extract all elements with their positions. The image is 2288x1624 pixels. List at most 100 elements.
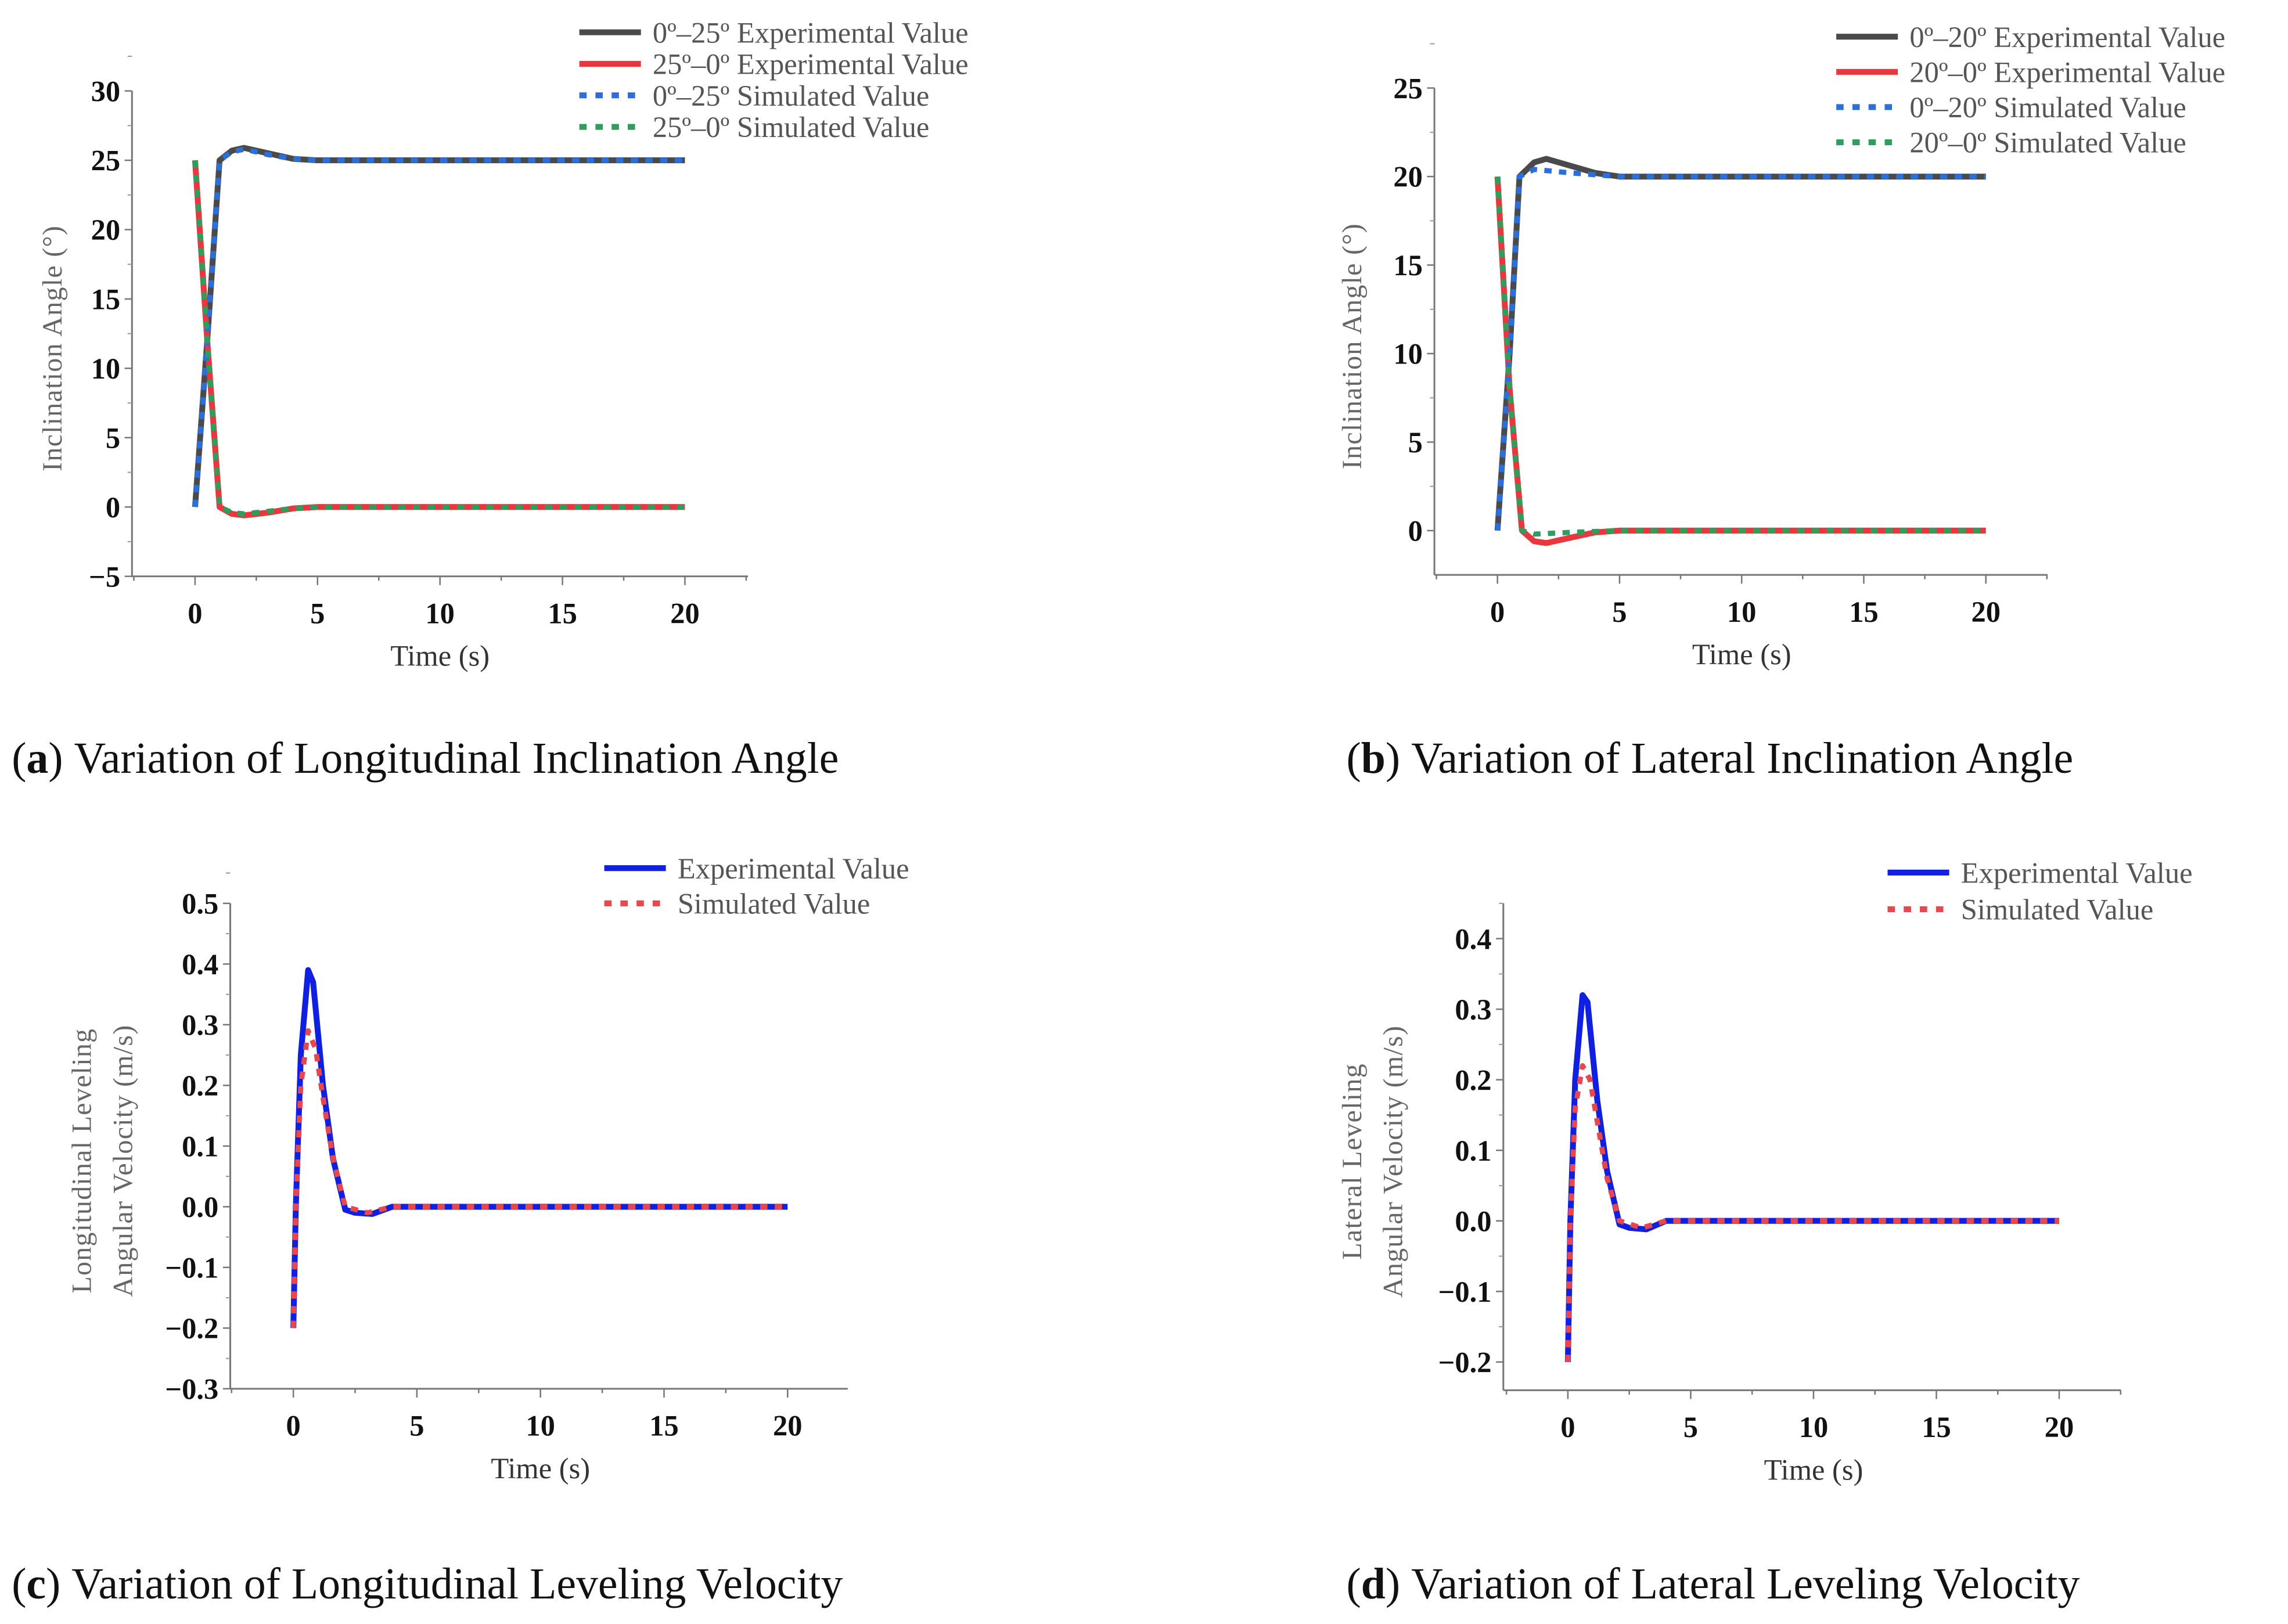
series-line-1	[192, 160, 685, 518]
y-tick-label: 20	[91, 214, 121, 246]
y-tick-label: 20	[1393, 161, 1423, 193]
y-tick-label: 10	[91, 352, 121, 385]
caption-text: Variation of Longitudinal Inclination An…	[74, 734, 839, 783]
caption-paren: (	[12, 734, 26, 783]
x-tick-label: 10	[1727, 596, 1757, 628]
x-tick-label: 0	[188, 597, 202, 629]
y-axis-title: Inclination Angle (°)	[1337, 223, 1368, 469]
legend-label: 0º–20º Simulated Value	[1909, 91, 2186, 124]
caption-paren: )	[1386, 1560, 1411, 1608]
y-tick-label: 0.3	[1455, 993, 1491, 1026]
legend-label: 20º–0º Simulated Value	[1909, 127, 2186, 159]
caption-paren: (	[1347, 1560, 1361, 1608]
x-tick-label: 5	[1612, 596, 1627, 628]
x-tick-label: 10	[425, 597, 455, 629]
y-tick-label: 0.0	[182, 1191, 218, 1223]
caption-paren: )	[46, 1560, 71, 1608]
legend-label: Simulated Value	[1961, 894, 2153, 926]
chart-panel-d: −0.2 −0.1 0.0 0.1 0.2 0.3 0.4 0 5 10 15 20 Time (s) L…	[1337, 856, 2193, 1608]
y-axis-title: Angular Velocity (m/s)	[107, 1024, 138, 1297]
caption-paren: (	[12, 1560, 26, 1608]
legend-label: 0º–25º Experimental Value	[653, 16, 969, 49]
x-tick-label: 5	[1683, 1411, 1698, 1443]
y-tick-label: 0.5	[182, 888, 218, 920]
series-line-2	[192, 146, 685, 507]
y-tick-label: 0.1	[1455, 1135, 1491, 1167]
y-tick-label: 0	[106, 491, 120, 524]
y-tick-label: 30	[91, 75, 121, 107]
y-axis-title: Inclination Angle (°)	[37, 225, 68, 471]
y-tick-label: −0.1	[1438, 1276, 1492, 1308]
y-tick-label: 0.4	[182, 948, 218, 981]
y-tick-label: −5	[89, 560, 120, 593]
x-tick-label: 10	[526, 1410, 555, 1442]
y-tick-label: 0.4	[1455, 923, 1491, 955]
series-line-0	[290, 967, 788, 1328]
x-tick-label: 0	[1490, 596, 1505, 628]
x-tick-label: 0	[1560, 1411, 1575, 1443]
panel-caption: (b) Variation of Lateral Inclination Ang…	[1347, 734, 2074, 783]
series-line-3	[1495, 176, 1986, 537]
caption-letter: a	[26, 734, 48, 783]
chart-panel-c: −0.3 −0.2 −0.1 0.0 0.1 0.2 0.3 0.4 0.5 0 5 10 15 20 Ti…	[12, 852, 909, 1608]
y-axis-title: Angular Velocity (m/s)	[1378, 1025, 1409, 1298]
y-tick-label: −0.1	[165, 1252, 218, 1284]
x-tick-label: 20	[773, 1410, 803, 1442]
panel-caption: (a) Variation of Longitudinal Inclinatio…	[12, 734, 839, 783]
caption-letter: c	[26, 1560, 46, 1608]
y-tick-label: 5	[106, 422, 120, 454]
caption-text: Variation of Lateral Inclination Angle	[1411, 734, 2073, 783]
x-axis-title: Time (s)	[1764, 1453, 1864, 1486]
y-tick-label: 0.2	[182, 1070, 218, 1102]
legend-label: 20º–0º Experimental Value	[1909, 56, 2225, 88]
caption-text: Variation of Longitudinal Leveling Veloc…	[71, 1560, 843, 1608]
y-tick-label: −0.2	[1438, 1346, 1492, 1378]
panel-caption: (d) Variation of Lateral Leveling Veloci…	[1347, 1560, 2080, 1608]
panel-caption: (c) Variation of Longitudinal Leveling V…	[12, 1560, 843, 1608]
legend-label: Experimental Value	[1961, 856, 2193, 889]
y-tick-label: 0.0	[1455, 1205, 1491, 1237]
y-axis-title: Longitudinal Leveling	[67, 1028, 98, 1294]
y-tick-label: 0	[1408, 515, 1423, 548]
x-tick-label: 20	[1971, 596, 2000, 628]
series-line-1	[1494, 176, 1986, 546]
x-tick-label: 15	[649, 1410, 679, 1442]
y-tick-label: 25	[1393, 72, 1423, 105]
series-line-2	[1495, 167, 1986, 531]
x-tick-label: 15	[548, 597, 577, 629]
caption-letter: d	[1361, 1560, 1386, 1608]
y-tick-label: −0.2	[165, 1312, 218, 1345]
series-line-3	[192, 160, 685, 517]
x-tick-label: 5	[310, 597, 325, 629]
series-line-1	[1565, 1063, 2059, 1362]
x-tick-label: 15	[1849, 596, 1879, 628]
x-tick-label: 15	[1922, 1411, 1951, 1443]
legend-label: 0º–25º Simulated Value	[653, 80, 929, 112]
legend-label: Experimental Value	[678, 852, 909, 885]
caption-paren: )	[48, 734, 74, 783]
caption-text: Variation of Lateral Leveling Velocity	[1411, 1560, 2080, 1608]
x-axis-title: Time (s)	[390, 640, 490, 672]
chart-panel-a: −5 0 5 10 15 20 25 30 0 5 10 15 20 Time (s) Inclinatio…	[12, 16, 968, 783]
x-tick-label: 20	[2045, 1411, 2074, 1443]
y-tick-label: 15	[1393, 249, 1423, 282]
legend-label: 0º–20º Experimental Value	[1909, 21, 2225, 53]
x-tick-label: 10	[1799, 1411, 1829, 1443]
x-axis-title: Time (s)	[491, 1452, 590, 1485]
y-tick-label: 0.2	[1455, 1064, 1491, 1096]
y-tick-label: 5	[1408, 426, 1423, 459]
y-axis-title: Lateral Leveling	[1337, 1063, 1368, 1260]
series-line-1	[290, 1028, 788, 1328]
legend-label: 25º–0º Simulated Value	[653, 111, 929, 143]
x-axis-title: Time (s)	[1692, 638, 1791, 671]
y-tick-label: 25	[91, 145, 121, 177]
y-tick-label: 10	[1393, 338, 1423, 370]
caption-paren: )	[1386, 734, 1411, 783]
y-tick-label: −0.3	[165, 1373, 218, 1406]
legend-label: 25º–0º Experimental Value	[653, 48, 969, 81]
y-tick-label: 0.3	[182, 1009, 218, 1042]
chart-panel-b: 0 5 10 15 20 25 0 5 10 15 20 Time (s) Inclination An…	[1337, 21, 2225, 783]
series-line-0	[192, 145, 685, 507]
